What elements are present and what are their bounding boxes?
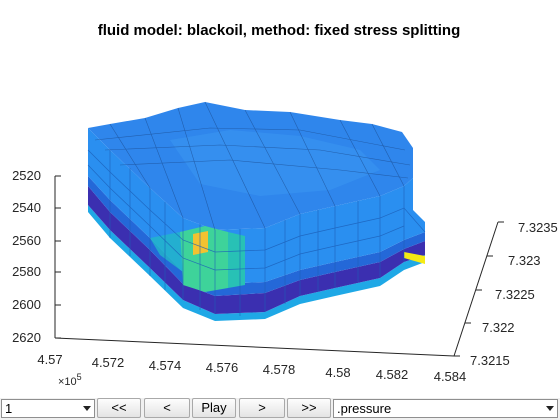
y-tick-label: 7.323: [508, 253, 541, 268]
x-exponent-power: 5: [77, 372, 82, 382]
y-axis: 7.3215 7.322 7.3225 7.323 7.3235: [453, 220, 558, 368]
x-tick-label: 4.58: [325, 365, 350, 380]
y-tick-label: 7.3225: [495, 287, 535, 302]
x-tick-label: 4.576: [206, 360, 239, 375]
model-hot-cyan: [150, 232, 183, 272]
first-step-button[interactable]: <<: [97, 398, 141, 418]
chevron-down-icon: [546, 406, 554, 411]
z-axis: 2520 2540 2560 2580 2600 2620: [12, 168, 61, 345]
x-exponent-label: ×105: [58, 372, 82, 388]
model-hot-teal: [228, 232, 245, 288]
model-grid-lines: [87, 149, 426, 316]
field-select-value: .pressure: [337, 401, 392, 416]
x-tick-label: 4.57: [37, 352, 62, 367]
model-top-grid: [94, 101, 411, 231]
last-step-button[interactable]: >>: [287, 398, 331, 418]
field-select[interactable]: .pressure: [333, 399, 558, 418]
y-tick-label: 7.3215: [470, 353, 510, 368]
z-tick-label: 2620: [12, 330, 41, 345]
y-tick-label: 7.3235: [518, 220, 558, 235]
model-hot-yellow: [193, 231, 208, 255]
model-corner-yellow: [404, 252, 425, 264]
z-tick-label: 2580: [12, 264, 41, 279]
x-tick-label: 4.584: [434, 369, 467, 384]
model-mid-band: [88, 176, 425, 296]
x-axis: 4.57 4.572 4.574 4.576 4.578 4.58 4.582 …: [37, 337, 467, 388]
z-tick-label: 2540: [12, 200, 41, 215]
z-tick-label: 2560: [12, 233, 41, 248]
prev-step-button[interactable]: <: [144, 398, 190, 418]
next-step-button[interactable]: >: [239, 398, 285, 418]
model-dark-band: [88, 186, 425, 314]
step-select-value: 1: [5, 401, 13, 416]
x-tick-label: 4.572: [92, 355, 125, 370]
figure-title: fluid model: blackoil, method: fixed str…: [98, 22, 461, 39]
x-tick-label: 4.582: [376, 367, 409, 382]
model-base-rim: [88, 205, 425, 321]
reservoir-model: [87, 101, 426, 321]
model-top-highlight: [170, 130, 380, 196]
playback-toolbar: 1 << < Play > >> .pressure: [0, 398, 560, 420]
x-exponent-base: ×10: [58, 376, 77, 388]
z-tick-label: 2520: [12, 168, 41, 183]
z-tick-label: 2600: [12, 297, 41, 312]
x-tick-label: 4.574: [149, 358, 182, 373]
chevron-down-icon: [83, 406, 91, 411]
plot-area: fluid model: blackoil, method: fixed str…: [12, 22, 558, 388]
x-tick-label: 4.578: [263, 362, 296, 377]
y-tick-label: 7.322: [482, 320, 515, 335]
play-button[interactable]: Play: [192, 398, 236, 418]
step-select[interactable]: 1: [1, 399, 95, 418]
model-hot-green: [180, 226, 228, 292]
